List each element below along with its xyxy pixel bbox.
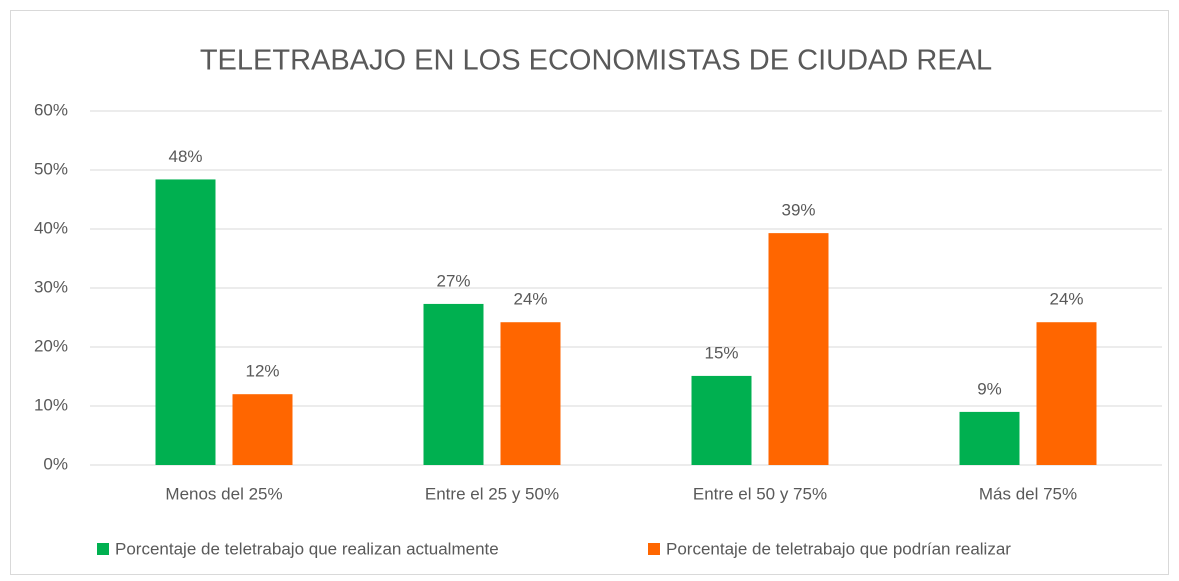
y-tick-label: 20% (34, 336, 68, 355)
legend-swatch (648, 543, 660, 555)
data-label: 12% (245, 362, 279, 381)
legend-label: Porcentaje de teletrabajo que realizan a… (115, 539, 499, 558)
data-label: 24% (513, 290, 547, 309)
y-tick-label: 60% (34, 100, 68, 119)
y-tick-label: 30% (34, 277, 68, 296)
legend-label: Porcentaje de teletrabajo que podrían re… (666, 539, 1011, 558)
y-tick-label: 10% (34, 395, 68, 414)
x-tick-label: Más del 75% (979, 484, 1077, 503)
data-label: 15% (704, 343, 738, 362)
bar (423, 303, 484, 465)
y-tick-label: 40% (34, 218, 68, 237)
chart-title: TELETRABAJO EN LOS ECONOMISTAS DE CIUDAD… (200, 45, 992, 77)
data-label: 24% (1049, 290, 1083, 309)
data-label: 39% (781, 201, 815, 220)
x-tick-label: Entre el 25 y 50% (425, 484, 559, 503)
bar (155, 179, 216, 465)
data-label: 48% (168, 147, 202, 166)
legend-swatch (97, 543, 109, 555)
bar (768, 233, 829, 465)
data-label: 27% (436, 271, 470, 290)
bar (691, 375, 752, 465)
bar (959, 411, 1020, 465)
data-label: 9% (977, 379, 1002, 398)
bar (500, 322, 561, 465)
y-tick-label: 0% (43, 454, 68, 473)
y-tick-label: 50% (34, 159, 68, 178)
x-tick-label: Entre el 50 y 75% (693, 484, 827, 503)
x-tick-label: Menos del 25% (165, 484, 282, 503)
bar (232, 394, 293, 465)
bar (1036, 322, 1097, 465)
